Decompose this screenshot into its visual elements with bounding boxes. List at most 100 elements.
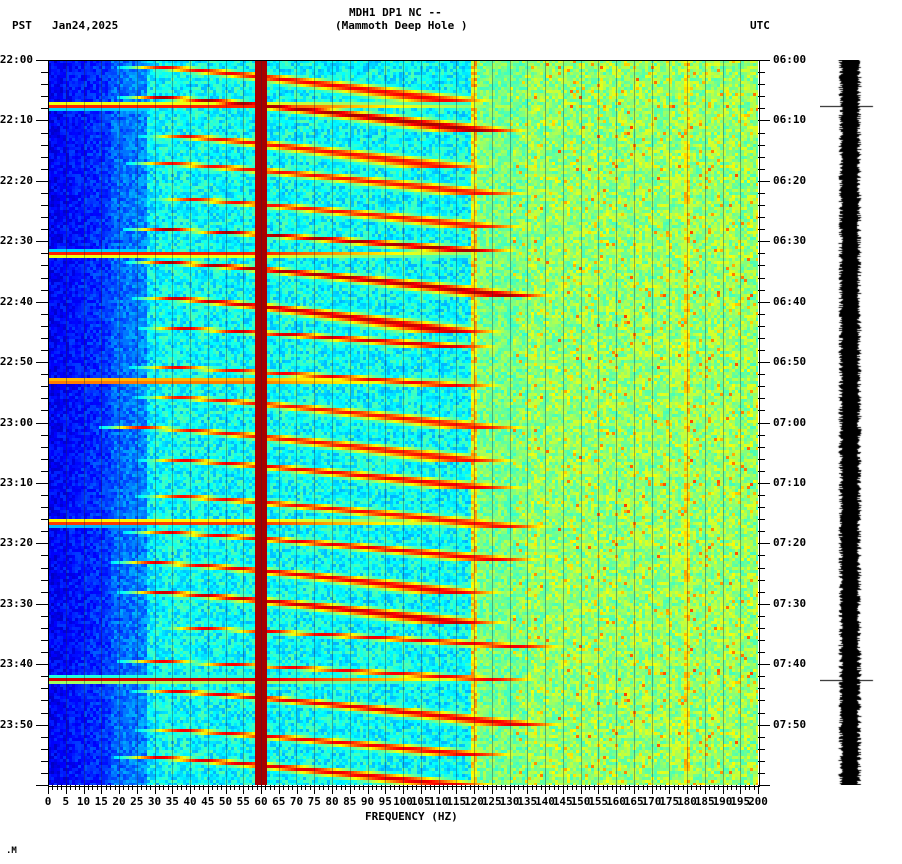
frequency-axis-minor-tick	[283, 785, 285, 790]
frequency-axis-label: 150	[570, 795, 591, 808]
left-axis-time-label: 22:50	[0, 355, 33, 369]
left-axis-time-label: 22:40	[0, 294, 33, 308]
frequency-axis-label: 195	[730, 795, 751, 808]
frequency-axis-label: 165	[623, 795, 644, 808]
frequency-axis-major-tick	[545, 785, 546, 794]
frequency-axis-minor-tick	[74, 785, 76, 790]
frequency-axis-minor-tick	[647, 785, 649, 790]
frequency-axis-minor-tick	[238, 785, 240, 790]
left-axis-minor-tick	[41, 627, 48, 629]
frequency-axis-major-tick	[136, 785, 138, 794]
frequency-axis-minor-tick	[407, 785, 409, 790]
frequency-axis-major-tick	[261, 785, 262, 794]
frequency-axis-major-tick	[758, 785, 759, 794]
right-axis-minor-tick	[758, 156, 765, 158]
right-axis-minor-tick	[758, 168, 765, 170]
right-axis-minor-tick	[758, 325, 765, 327]
frequency-axis-label: 30	[147, 795, 162, 808]
frequency-axis-minor-tick	[469, 785, 471, 790]
station-code-title: MDH1 DP1 NC --	[349, 6, 442, 19]
frequency-axis-minor-tick	[531, 785, 533, 790]
left-axis-minor-tick	[41, 591, 48, 593]
right-axis-minor-tick	[758, 84, 765, 86]
frequency-axis-label: 160	[606, 795, 626, 808]
left-axis-major-tick	[36, 301, 48, 303]
frequency-axis-minor-tick	[442, 785, 444, 790]
frequency-axis-minor-tick	[447, 785, 449, 790]
left-axis-minor-tick	[41, 676, 48, 678]
left-axis-minor-tick	[41, 507, 48, 509]
right-axis-major-tick	[758, 301, 770, 303]
right-axis-minor-tick	[758, 615, 765, 617]
frequency-axis-minor-tick	[718, 785, 720, 790]
right-axis-major-tick	[758, 120, 770, 122]
frequency-axis-label: 120	[464, 795, 484, 808]
frequency-axis-minor-tick	[398, 785, 400, 790]
frequency-axis-major-tick	[154, 785, 156, 794]
left-axis-minor-tick	[41, 772, 48, 774]
left-axis-minor-tick	[41, 192, 48, 194]
right-axis-major-tick	[758, 543, 770, 545]
frequency-axis-minor-tick	[593, 785, 595, 790]
left-axis-minor-tick	[41, 96, 48, 98]
frequency-axis-minor-tick	[194, 785, 196, 790]
right-axis-time-label: 06:00	[773, 53, 807, 66]
left-axis-time-label: 23:00	[0, 415, 33, 429]
frequency-axis-major-tick	[438, 785, 440, 794]
left-axis-minor-tick	[41, 470, 48, 472]
right-axis-time-label: 07:10	[773, 475, 807, 489]
left-axis-minor-tick	[41, 229, 48, 231]
frequency-axis-major-tick	[48, 785, 49, 794]
frequency-axis-label: 85	[343, 795, 357, 808]
left-axis-major-tick	[36, 603, 48, 605]
right-axis-time-label: 06:50	[773, 355, 807, 369]
frequency-axis-major-tick	[562, 785, 564, 794]
right-axis-major-tick	[758, 422, 770, 424]
right-axis-minor-tick	[758, 712, 765, 714]
right-axis-major-tick	[758, 603, 770, 605]
right-axis-minor-tick	[758, 144, 765, 146]
right-axis-minor-tick	[758, 253, 765, 255]
left-axis-minor-tick	[41, 374, 48, 376]
spectrogram-canvas[interactable]	[48, 60, 758, 785]
left-axis-time-label: 22:00	[0, 53, 33, 66]
frequency-axis-major-tick	[616, 785, 617, 794]
frequency-axis-minor-tick	[638, 785, 640, 790]
frequency-axis-minor-tick	[305, 785, 307, 790]
frequency-axis-label: 200	[748, 795, 768, 808]
frequency-axis-minor-tick	[181, 785, 183, 790]
frequency-axis-minor-tick	[363, 785, 365, 790]
right-axis-minor-tick	[758, 265, 765, 267]
left-axis-major-tick	[36, 785, 48, 786]
left-axis-minor-tick	[41, 253, 48, 255]
left-axis-major-tick	[36, 241, 48, 243]
frequency-axis-minor-tick	[540, 785, 542, 790]
right-axis-time-label: 06:30	[773, 234, 807, 248]
right-axis-minor-tick	[758, 434, 765, 436]
frequency-axis-minor-tick	[709, 785, 711, 790]
frequency-axis-minor-tick	[123, 785, 125, 790]
left-axis-time-label: 22:20	[0, 173, 33, 187]
frequency-axis-minor-tick	[465, 785, 467, 790]
right-axis-time-label: 06:20	[773, 173, 807, 187]
frequency-axis-minor-tick	[212, 785, 214, 790]
time-axis-pst: 22:00 22:10 22:20 22:30 22:40 22:50 23:00 23:10…	[0, 53, 48, 786]
frequency-axis-minor-tick	[602, 785, 604, 790]
frequency-axis-minor-tick	[451, 785, 453, 790]
right-axis-minor-tick	[758, 410, 765, 412]
frequency-axis-minor-tick	[163, 785, 165, 790]
frequency-axis-label: 65	[272, 795, 286, 808]
frequency-axis-label: 55	[236, 795, 250, 808]
frequency-axis-label: 10	[76, 795, 91, 808]
frequency-axis-minor-tick	[482, 785, 484, 790]
frequency-axis-minor-tick	[678, 785, 680, 790]
frequency-axis-minor-tick	[394, 785, 396, 790]
left-axis-time-label: 23:40	[0, 657, 33, 671]
right-axis-minor-tick	[758, 591, 765, 593]
left-axis-minor-tick	[41, 446, 48, 448]
spectrogram-plot[interactable]	[48, 60, 758, 785]
frequency-axis-minor-tick	[513, 785, 515, 790]
frequency-axis-minor-tick	[478, 785, 480, 790]
frequency-axis-label: 90	[360, 795, 375, 808]
right-axis-minor-tick	[758, 688, 765, 690]
